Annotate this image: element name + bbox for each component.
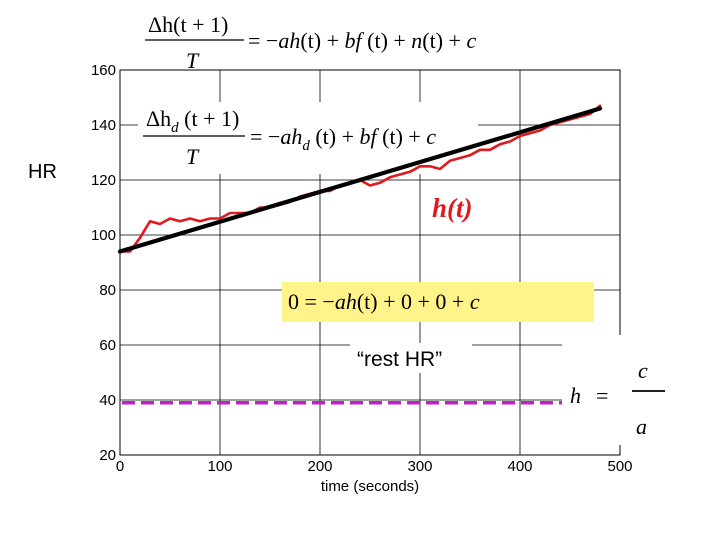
equation-1: Δh(t + 1) T = −ah(t) + bf (t) + n(t) + c [145, 12, 476, 73]
eq2-rhs-mid1: (t) + [310, 124, 360, 149]
x-tick-label: 400 [507, 458, 532, 475]
eq3-a: ah [335, 289, 357, 314]
plot-frame [119, 69, 621, 456]
x-tick-label: 0 [116, 458, 124, 475]
rest-hr-label: “rest HR” [357, 348, 442, 371]
eq4-h: h [570, 383, 581, 408]
x-axis-label: time (seconds) [321, 478, 419, 495]
eq1-rhs-bf: bf [345, 28, 365, 53]
y-axis-label: HR [28, 161, 57, 183]
eq2-rhs-pre: = − [250, 124, 280, 149]
x-tick-label: 200 [307, 458, 332, 475]
y-tick-label: 60 [99, 337, 116, 354]
eq2-numerator: Δhd (t + 1) [146, 106, 239, 136]
ht-label: h(t) [432, 193, 473, 223]
y-tick-label: 100 [91, 227, 116, 244]
y-tick-label: 120 [91, 172, 116, 189]
series-line-fitted-hr [117, 106, 603, 254]
eq1-rhs-n: n [411, 28, 422, 53]
equation-3-background [282, 282, 594, 322]
y-tick-label: 140 [91, 117, 116, 134]
eq2-rhs-mid2: (t) + [377, 124, 427, 149]
eq1-rhs-pre: = − [248, 28, 278, 53]
eq2-rhs-bf: bf [360, 124, 380, 149]
eq3-c: c [470, 289, 480, 314]
eq2-rhs-sub: d [302, 138, 310, 154]
equation-4: h = c a [570, 358, 665, 439]
eq4-equals: = [596, 383, 608, 408]
eq3-mid: (t) + 0 + 0 + [357, 289, 470, 314]
equation-3: 0 = −ah(t) + 0 + 0 + c [288, 289, 480, 314]
eq1-rhs: = −ah(t) + bf (t) + n(t) + c [248, 28, 476, 53]
eq2-num-pre: Δh [146, 106, 171, 131]
equation-2: Δhd (t + 1) T = −ahd (t) + bf (t) + c [143, 106, 436, 169]
eq1-rhs-mid2: (t) + [362, 28, 412, 53]
eq3-lhs: 0 = − [288, 289, 335, 314]
x-tick-label: 300 [407, 458, 432, 475]
eq2-rhs: = −ahd (t) + bf (t) + c [250, 124, 436, 154]
y-tick-label: 20 [99, 447, 116, 464]
eq1-rhs-c: c [466, 28, 476, 53]
eq2-rhs-c: c [426, 124, 436, 149]
equation-4-background [562, 335, 682, 445]
x-tick-labels: 0 100 200 300 400 500 [116, 458, 633, 475]
y-tick-label: 160 [91, 62, 116, 79]
eq2-rhs-a: ah [280, 124, 302, 149]
y-tick-label: 40 [99, 392, 116, 409]
eq1-rhs-mid3: (t) + [422, 28, 466, 53]
eq1-rhs-mid1: (t) + [300, 28, 344, 53]
eq2-num-post: (t + 1) [179, 106, 240, 131]
x-tick-label: 100 [207, 458, 232, 475]
eq1-denominator: T [186, 48, 200, 73]
eq4-numerator: c [638, 358, 648, 383]
eq4-denominator: a [636, 414, 647, 439]
eq1-rhs-a: ah [278, 28, 300, 53]
ht-label-background [428, 190, 498, 228]
eq2-num-sub: d [171, 120, 179, 136]
series-group [117, 104, 603, 254]
eq2-denominator: T [186, 144, 200, 169]
y-tick-label: 80 [99, 282, 116, 299]
eq1-numerator: Δh(t + 1) [148, 12, 228, 37]
rest-label-background [350, 343, 472, 373]
y-tick-labels: 20 40 60 80 100 120 140 160 [91, 62, 116, 464]
x-tick-label: 500 [607, 458, 632, 475]
